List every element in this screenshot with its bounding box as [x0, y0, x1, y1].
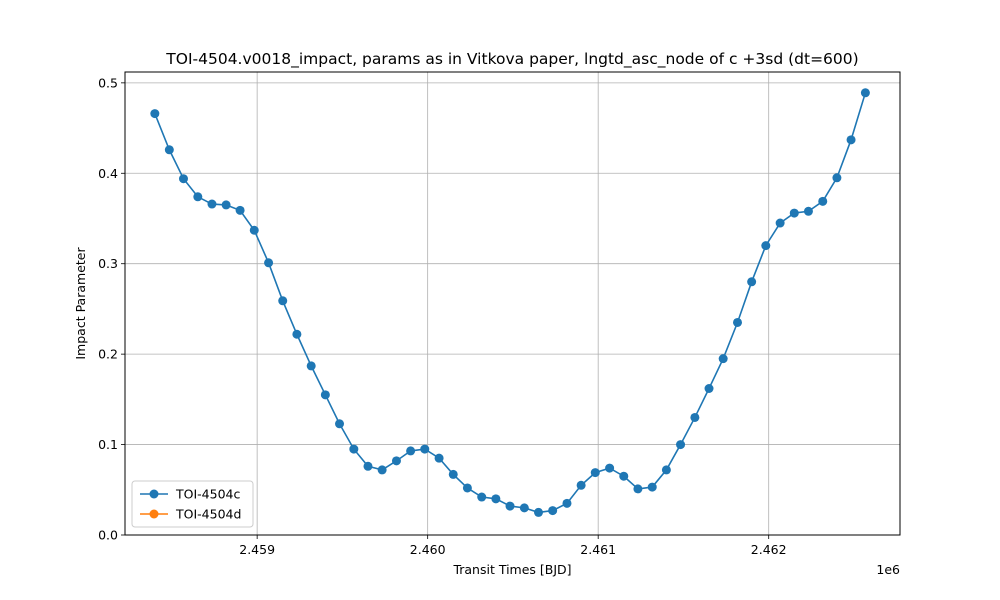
- x-tick-label: 2.462: [751, 542, 787, 557]
- y-tick-label: 0.3: [98, 256, 118, 271]
- data-point: [562, 498, 572, 508]
- data-point: [320, 390, 330, 400]
- data-point: [221, 200, 231, 210]
- data-point: [491, 494, 501, 504]
- y-axis-label: Impact Parameter: [73, 247, 88, 360]
- data-point: [306, 361, 316, 371]
- data-point: [576, 480, 586, 490]
- data-point: [434, 453, 444, 463]
- data-point: [335, 419, 345, 429]
- legend: TOI-4504c TOI-4504d: [131, 480, 254, 528]
- data-point: [761, 241, 771, 251]
- data-point: [377, 465, 387, 475]
- data-point: [406, 446, 416, 456]
- data-point: [718, 354, 728, 364]
- legend-marker: [149, 509, 159, 519]
- data-point: [704, 384, 714, 394]
- data-point: [747, 277, 757, 287]
- data-point: [235, 205, 245, 215]
- x-tick-label: 2.460: [410, 542, 446, 557]
- data-point: [278, 296, 288, 306]
- series-layer: [150, 88, 870, 517]
- data-point: [818, 196, 828, 206]
- data-point: [590, 468, 600, 478]
- data-point: [264, 258, 274, 268]
- data-point: [363, 461, 373, 471]
- data-point: [860, 88, 870, 98]
- x-axis-offset-label: 1e6: [876, 562, 900, 577]
- legend-label: TOI-4504d: [175, 507, 241, 522]
- legend-label: TOI-4504c: [175, 487, 240, 502]
- data-point: [661, 465, 671, 475]
- y-tick-label: 0.4: [98, 166, 118, 181]
- data-point: [448, 469, 458, 479]
- chart-title: TOI-4504.v0018_impact, params as in Vitk…: [165, 50, 858, 69]
- axis-ticks: 2.459 2.460 2.461 2.462 0.0 0.1 0.2 0.3 0.4 0.5: [98, 75, 786, 557]
- y-tick-label: 0.2: [98, 347, 118, 362]
- data-point: [193, 192, 203, 202]
- data-point: [647, 482, 657, 492]
- plot-frame: [124, 71, 901, 536]
- grid: [125, 72, 900, 536]
- data-point: [775, 218, 785, 228]
- legend-marker: [149, 489, 159, 499]
- data-point: [619, 471, 629, 481]
- data-point: [249, 225, 259, 235]
- data-point: [477, 492, 487, 502]
- data-point: [732, 317, 742, 327]
- data-point: [803, 206, 813, 216]
- data-point: [633, 484, 643, 494]
- data-point: [605, 463, 615, 473]
- data-point: [178, 174, 188, 184]
- y-tick-label: 0.1: [98, 437, 118, 452]
- legend-box: [131, 480, 254, 528]
- y-tick-label: 0.5: [98, 75, 118, 90]
- x-tick-label: 2.461: [580, 542, 616, 557]
- x-axis-label: Transit Times [BJD]: [452, 562, 571, 577]
- data-point: [505, 501, 515, 511]
- data-point: [462, 483, 472, 493]
- data-point: [420, 444, 430, 454]
- data-point: [832, 173, 842, 183]
- x-tick-label: 2.459: [239, 542, 275, 557]
- data-point: [519, 503, 529, 513]
- data-point: [349, 444, 359, 454]
- data-point: [676, 440, 686, 450]
- data-point: [207, 199, 217, 209]
- data-point: [846, 135, 856, 145]
- data-point: [690, 412, 700, 422]
- data-point: [292, 329, 302, 339]
- data-point: [391, 456, 401, 466]
- data-point: [150, 109, 160, 119]
- y-tick-label: 0.0: [98, 528, 118, 543]
- data-point: [534, 507, 544, 517]
- data-point: [789, 208, 799, 218]
- data-point: [548, 506, 558, 516]
- data-point: [164, 145, 174, 155]
